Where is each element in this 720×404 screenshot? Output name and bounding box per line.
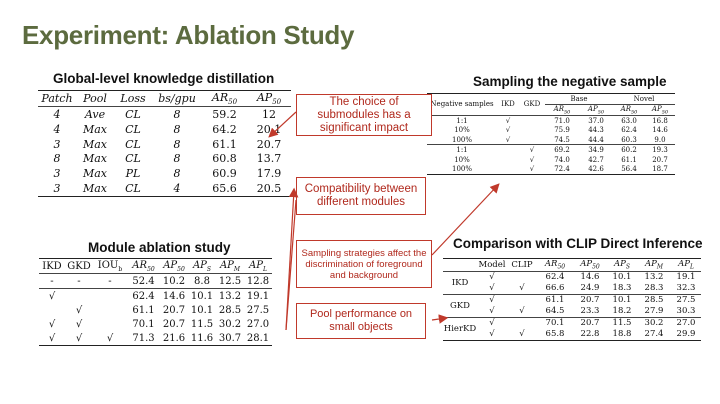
col-negative-samples: Negative samples	[430, 100, 494, 109]
col-novel: Novel	[613, 93, 675, 105]
col-apm: APM	[219, 259, 241, 273]
table-row: √ √ 65.8 22.8 18.8 27.4 29.9	[443, 329, 701, 341]
table-row: 8 Max CL 8 60.8 13.7	[53, 152, 282, 166]
callout-pool: Pool performance on small objects	[296, 303, 426, 339]
col-model: Model	[478, 259, 506, 270]
table-row: √ √ √ 71.3 21.6 11.6 30.7 28.1	[39, 331, 272, 346]
table-row: HierKD √ 70.1 20.7 11.5 30.2 27.0	[443, 318, 696, 334]
clip-heading: Comparison with CLIP Direct Inference	[453, 236, 703, 251]
table-row: GKD √ 61.1 20.7 10.1 28.5 27.5	[450, 295, 696, 311]
table-row: √ 62.4 14.6 10.1 13.2 19.1	[48, 290, 270, 302]
col-gkd: GKD	[67, 260, 91, 272]
col-ap50: AP50	[256, 91, 282, 107]
table-row: 1:1 √ 69.2 34.9 60.2 19.3	[456, 146, 668, 155]
col-ikd: IKD	[42, 260, 62, 272]
table-row: 3 Max CL 4 65.6 20.5	[38, 181, 291, 197]
clip-table: Model CLIP AR50 AP50 APS APM APL IKD √ 62.…	[443, 258, 701, 341]
arrow-submodules	[268, 111, 297, 138]
col-clip: CLIP	[511, 259, 533, 270]
col-aps: APS	[192, 259, 212, 273]
col-patch: Patch	[41, 92, 73, 106]
col-ioub: IOUb	[97, 259, 123, 273]
callout-compatibility: Compatibility between different modules	[296, 177, 426, 215]
col-ar50: AR50	[132, 259, 155, 273]
table-row: √ √ 70.1 20.7 11.5 30.2 27.0	[48, 318, 270, 330]
module-ablation-heading: Module ablation study	[88, 240, 231, 255]
table-row: √ √ 66.6 24.9 18.3 28.3 32.3	[443, 283, 701, 295]
col-ikd: IKD	[501, 100, 515, 109]
table-row: √ 61.1 20.7 10.1 28.5 27.5	[75, 304, 270, 316]
table-row: √ √ 64.5 23.3 18.2 27.9 30.3	[443, 306, 701, 318]
table-row: 100% √ 74.5 44.4 60.3 9.0	[427, 135, 675, 145]
table-row: 4 Ave CL 8 59.2 12	[53, 108, 277, 122]
module-ablation-table: IKD GKD IOUb AR50 AP50 APS APM APL - - -52…	[39, 258, 272, 346]
arrow-pool	[431, 314, 449, 324]
slide-title: Experiment: Ablation Study	[22, 20, 355, 50]
callout-sampling: Sampling strategies affect the discrimin…	[296, 240, 432, 288]
table-row: 3 Max PL 8 60.9 17.9	[53, 167, 282, 181]
table-row: 10% √ 75.9 44.3 62.4 14.6	[454, 126, 668, 135]
col-ar50: AR50	[211, 91, 238, 107]
col-bs: bs/gpu	[158, 92, 196, 106]
arrow-sampling	[431, 183, 500, 256]
sampling-heading: Sampling the negative sample	[473, 74, 667, 89]
table-row: - - -52.4 10.2 8.8 12.5 12.8	[39, 274, 272, 289]
col-ap50: AP50	[163, 259, 185, 273]
col-gkd: GKD	[523, 100, 541, 109]
callout-submodules: The choice of submodules has a significa…	[296, 94, 432, 136]
col-loss: Loss	[120, 92, 146, 106]
table-row: 1:1 √ 71.0 37.0 63.0 16.8	[456, 116, 668, 125]
global-kd-heading: Global-level knowledge distillation	[53, 71, 275, 86]
arrow-compatibility	[285, 187, 299, 331]
sampling-table: Negative samples IKD GKD Base Novel AR50…	[427, 93, 675, 175]
col-pool: Pool	[83, 92, 107, 106]
table-row: 100% √ 72.4 42.6 56.4 18.7	[427, 164, 675, 175]
table-row: 3 Max CL 8 61.1 20.7	[53, 137, 282, 151]
table-row: IKD √ 62.4 14.6 10.1 13.2 19.1	[451, 272, 696, 288]
table-row: 10% √ 74.0 42.7 61.1 20.7	[454, 155, 668, 164]
col-base: Base	[545, 93, 613, 105]
global-kd-table: Patch Pool Loss bs/gpu AR50 AP50 4 Ave CL 8…	[38, 90, 291, 197]
col-apl: APL	[249, 259, 267, 273]
